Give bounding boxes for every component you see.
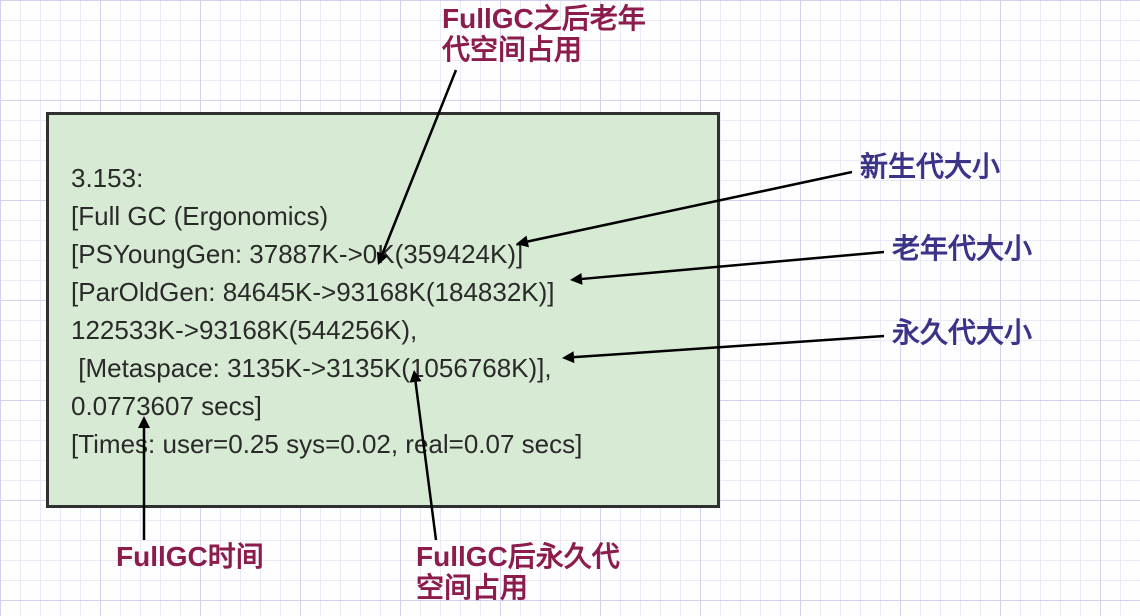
log-line-0: 3.153: [71,159,717,197]
gc-log-box: 3.153: [Full GC (Ergonomics) [PSYoungGen… [46,112,720,508]
log-line-5: [Metaspace: 3135K->3135K(1056768K)], [71,349,717,387]
annotation-fullgc-time: FullGC时间 [116,542,264,573]
diagram-canvas: 3.153: [Full GC (Ergonomics) [PSYoungGen… [0,0,1140,616]
log-line-7: [Times: user=0.25 sys=0.02, real=0.07 se… [71,425,717,463]
annotation-perm-size: 永久代大小 [892,318,1032,349]
annotation-old-after-fullgc: FullGC之后老年代空间占用 [442,4,646,66]
log-line-6: 0.0773607 secs] [71,387,717,425]
annotation-perm-after-fullgc: FullGC后永久代空间占用 [416,542,620,604]
log-line-4: 122533K->93168K(544256K), [71,311,717,349]
annotation-young-size: 新生代大小 [860,152,1000,183]
annotation-old-size: 老年代大小 [892,234,1032,265]
log-line-3: [ParOldGen: 84645K->93168K(184832K)] [71,273,717,311]
log-line-1: [Full GC (Ergonomics) [71,197,717,235]
log-line-2: [PSYoungGen: 37887K->0K(359424K)] [71,235,717,273]
